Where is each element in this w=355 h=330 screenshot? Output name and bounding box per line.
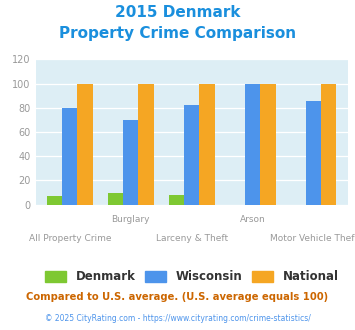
Bar: [62, 108, 77, 205]
Text: Compared to U.S. average. (U.S. average equals 100): Compared to U.S. average. (U.S. average …: [26, 292, 329, 302]
Bar: [199, 83, 214, 205]
Legend: Denmark, Wisconsin, National: Denmark, Wisconsin, National: [40, 266, 343, 288]
Bar: [260, 83, 275, 205]
Bar: [47, 196, 62, 205]
Text: Burglary: Burglary: [111, 214, 150, 223]
Text: All Property Crime: All Property Crime: [28, 234, 111, 243]
Text: 2015 Denmark: 2015 Denmark: [115, 5, 240, 20]
Text: Larceny & Theft: Larceny & Theft: [155, 234, 228, 243]
Bar: [245, 83, 260, 205]
Bar: [108, 192, 123, 205]
Bar: [123, 120, 138, 205]
Text: Motor Vehicle Theft: Motor Vehicle Theft: [269, 234, 355, 243]
Bar: [77, 83, 93, 205]
Bar: [184, 105, 199, 205]
Bar: [321, 83, 337, 205]
Bar: [169, 195, 184, 205]
Text: © 2025 CityRating.com - https://www.cityrating.com/crime-statistics/: © 2025 CityRating.com - https://www.city…: [45, 314, 310, 323]
Text: Property Crime Comparison: Property Crime Comparison: [59, 26, 296, 41]
Bar: [138, 83, 154, 205]
Bar: [306, 101, 321, 205]
Text: Arson: Arson: [240, 214, 266, 223]
